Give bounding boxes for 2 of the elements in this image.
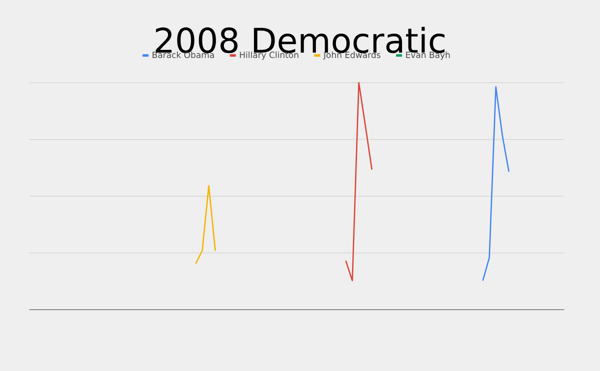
legend-label: Evan Bayh <box>406 51 450 60</box>
legend-label: Hillary Clinton <box>240 51 298 60</box>
